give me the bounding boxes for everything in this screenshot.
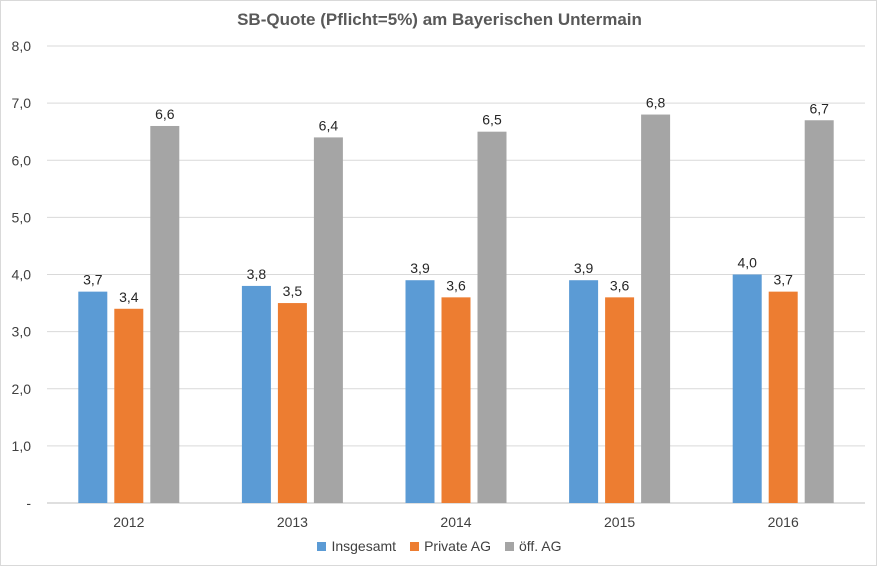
data-label: 6,8 [646, 95, 666, 111]
y-tick-label: 6,0 [12, 152, 32, 168]
data-label: 3,7 [773, 272, 793, 288]
data-label: 3,4 [119, 289, 139, 305]
bar [114, 308, 144, 503]
bar [78, 291, 108, 503]
data-label: 3,5 [283, 283, 303, 299]
bar [804, 120, 834, 503]
data-label: 3,7 [83, 272, 103, 288]
chart-legend: Insgesamt Private AG öff. AG [1, 538, 877, 554]
x-tick-label: 2013 [277, 514, 308, 530]
data-label: 6,4 [319, 117, 339, 133]
data-label: 4,0 [737, 255, 757, 271]
y-tick-label: 2,0 [12, 381, 32, 397]
y-tick-label: 5,0 [12, 209, 32, 225]
y-tick-label: 4,0 [12, 267, 32, 283]
bar [477, 131, 507, 503]
bar [277, 303, 307, 503]
data-label: 3,6 [610, 277, 630, 293]
bar [768, 291, 798, 503]
legend-swatch [410, 541, 420, 551]
legend-label: Private AG [424, 538, 491, 554]
bar [569, 280, 599, 503]
legend-swatch [317, 541, 327, 551]
x-tick-label: 2014 [440, 514, 471, 530]
y-tick-label: 8,0 [12, 38, 32, 54]
legend-item: öff. AG [504, 538, 562, 554]
bar [241, 285, 271, 503]
legend-item: Insgesamt [317, 538, 396, 554]
legend-swatch [504, 541, 514, 551]
bar [605, 297, 635, 503]
data-label: 6,6 [155, 106, 175, 122]
x-tick-label: 2015 [604, 514, 635, 530]
data-label: 3,8 [247, 266, 267, 282]
x-tick-label: 2016 [768, 514, 799, 530]
legend-label: öff. AG [518, 538, 562, 554]
y-tick-label: 1,0 [12, 438, 32, 454]
bar [732, 274, 762, 503]
bar [641, 114, 671, 504]
bar [405, 280, 435, 503]
y-tick-label: 7,0 [12, 95, 32, 111]
data-label: 3,9 [410, 260, 430, 276]
bar [441, 297, 471, 503]
x-tick-label: 2012 [113, 514, 144, 530]
y-tick-label: - [26, 495, 31, 511]
chart-title: SB-Quote (Pflicht=5%) am Bayerischen Unt… [237, 10, 642, 29]
y-tick-label: 3,0 [12, 324, 32, 340]
legend-label: Insgesamt [331, 538, 397, 554]
data-label: 3,9 [574, 260, 594, 276]
data-label: 3,6 [446, 277, 466, 293]
bar [313, 137, 343, 503]
data-label: 6,5 [482, 112, 502, 128]
data-label: 6,7 [809, 100, 829, 116]
legend-item: Private AG [410, 538, 491, 554]
bar [150, 125, 180, 503]
